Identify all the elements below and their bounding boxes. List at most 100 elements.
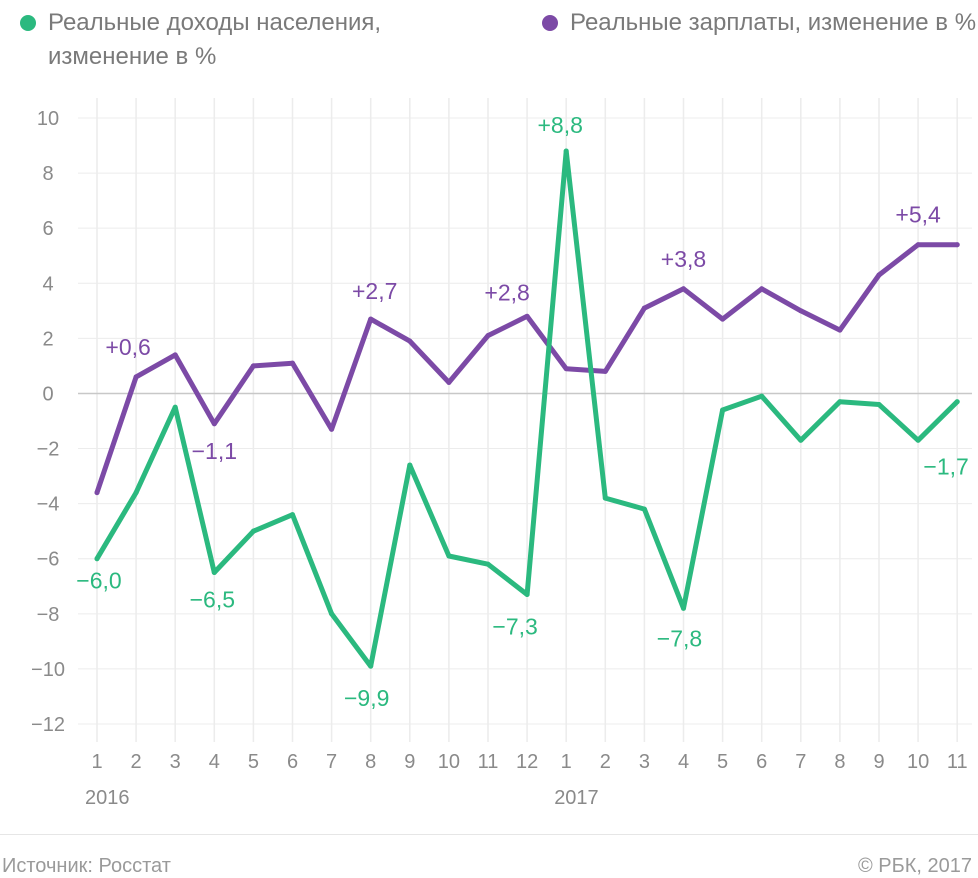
data-point-wages	[876, 272, 882, 278]
data-point-incomes	[368, 663, 374, 669]
x-tick-label: 8	[834, 751, 845, 773]
source-note: Источник: Росстат	[2, 855, 171, 877]
y-tick-label: −8	[37, 604, 60, 626]
x-tick-label: 2	[600, 751, 611, 773]
data-point-incomes	[720, 407, 726, 413]
data-point-wages	[798, 308, 804, 314]
data-point-wages	[837, 327, 843, 333]
y-tick-label: −6	[37, 549, 60, 571]
y-tick-label: −4	[37, 494, 60, 516]
data-point-incomes	[759, 393, 765, 399]
chart-footer: Источник: Росстат © РБК, 2017	[0, 834, 978, 878]
data-point-incomes	[133, 490, 139, 496]
data-point-incomes	[837, 399, 843, 405]
x-year-label: 2017	[554, 787, 599, 809]
data-point-wages	[211, 421, 217, 427]
data-label-incomes: −1,7	[923, 453, 968, 479]
series-lines	[94, 148, 960, 669]
data-point-incomes	[641, 506, 647, 512]
data-point-incomes	[94, 556, 100, 562]
data-point-wages	[94, 490, 100, 496]
x-tick-label: 12	[516, 751, 538, 773]
data-point-incomes	[407, 462, 413, 468]
data-point-incomes	[915, 437, 921, 443]
x-tick-label: 11	[478, 751, 499, 773]
data-point-wages	[954, 242, 960, 248]
data-label-incomes: −6,0	[76, 568, 121, 594]
data-label-incomes: −9,9	[344, 685, 389, 711]
data-point-wages	[641, 305, 647, 311]
data-point-wages	[368, 316, 374, 322]
y-tick-label: −2	[37, 439, 60, 461]
x-tick-label: 1	[91, 751, 102, 773]
chart-legend: Реальные доходы населения, изменение в %…	[0, 6, 978, 76]
data-label-incomes: −7,3	[492, 614, 537, 640]
data-point-wages	[446, 379, 452, 385]
x-tick-label: 9	[404, 751, 415, 773]
data-point-wages	[250, 363, 256, 369]
x-tick-label: 10	[438, 751, 460, 773]
x-tick-label: 3	[170, 751, 181, 773]
y-tick-label: 4	[42, 273, 53, 295]
y-tick-label: 8	[42, 163, 53, 185]
data-point-wages	[759, 286, 765, 292]
y-tick-label: 0	[42, 383, 53, 405]
data-point-incomes	[681, 605, 686, 611]
data-point-incomes	[172, 404, 178, 410]
data-point-wages	[563, 366, 569, 372]
x-tick-label: 1	[561, 751, 572, 773]
x-tick-label: 5	[717, 751, 728, 773]
x-tick-label: 4	[678, 751, 689, 773]
data-point-wages	[407, 338, 413, 344]
data-label-wages: +3,8	[661, 246, 706, 272]
data-point-incomes	[798, 437, 804, 443]
legend-marker-incomes	[20, 15, 36, 31]
data-label-incomes: +8,8	[537, 112, 582, 138]
data-label-wages: +2,7	[352, 278, 397, 304]
y-tick-label: −12	[31, 714, 65, 736]
x-tick-label: 11	[947, 751, 968, 773]
data-label-wages: +0,6	[105, 334, 150, 360]
y-tick-label: 6	[42, 218, 53, 240]
data-point-incomes	[446, 553, 452, 559]
data-point-incomes	[602, 495, 608, 501]
data-point-wages	[133, 374, 139, 380]
data-point-incomes	[954, 399, 960, 405]
data-point-incomes	[485, 561, 491, 567]
data-label-wages: +5,4	[895, 202, 941, 228]
legend-label-wages: Реальные зарплаты, изменение в %	[570, 9, 977, 36]
x-tick-label: 6	[756, 751, 767, 773]
data-point-incomes	[524, 592, 530, 598]
x-tick-label: 9	[873, 751, 884, 773]
data-point-wages	[172, 352, 178, 358]
data-point-wages	[915, 242, 921, 248]
x-tick-label: 2	[131, 751, 142, 773]
data-point-wages	[524, 313, 530, 319]
legend-marker-wages	[542, 15, 558, 31]
x-year-label: 2016	[85, 787, 130, 809]
x-tick-label: 8	[365, 751, 376, 773]
data-point-wages	[329, 426, 335, 432]
data-label-wages: +2,8	[484, 279, 529, 305]
x-tick-label: 4	[209, 751, 220, 773]
x-tick-label: 7	[795, 751, 806, 773]
data-point-incomes	[563, 148, 569, 154]
data-labels: −6,0 −6,5 −9,9 −7,3 +8,8 −7,8 −1,7 +0,6 −1,1 +2,7…	[76, 112, 969, 711]
data-point-wages	[681, 286, 686, 292]
x-tick-label: 3	[639, 751, 650, 773]
data-point-incomes	[211, 570, 217, 575]
y-tick-label: 10	[37, 108, 59, 130]
x-tick-label: 7	[326, 751, 337, 773]
data-label-incomes: −7,8	[657, 625, 702, 651]
data-point-wages	[602, 368, 608, 374]
data-point-incomes	[876, 401, 882, 407]
data-point-wages	[290, 360, 295, 366]
copyright-note: © РБК, 2017	[857, 855, 972, 877]
legend-label-incomes: Реальные доходы населения, изменение в %	[48, 9, 382, 70]
data-point-incomes	[329, 611, 335, 617]
x-tick-label: 6	[287, 751, 298, 773]
x-tick-label: 10	[907, 751, 929, 773]
grid	[78, 98, 972, 742]
